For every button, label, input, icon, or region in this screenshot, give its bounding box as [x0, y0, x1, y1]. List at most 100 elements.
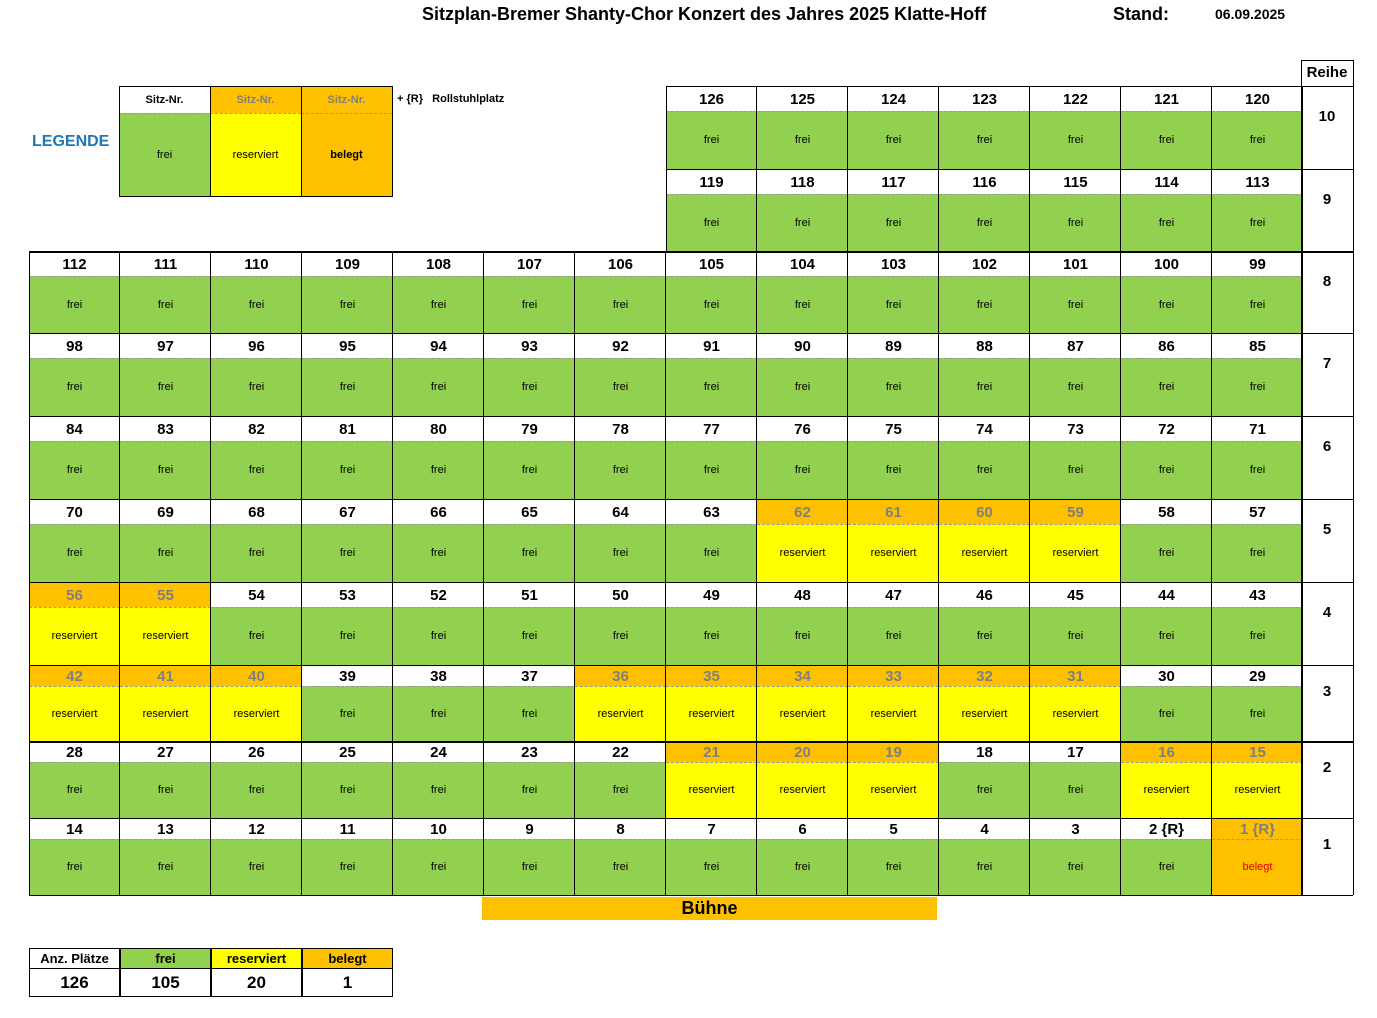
- seat-status[interactable]: frei: [393, 686, 484, 741]
- seat-status[interactable]: frei: [1121, 686, 1212, 741]
- seat-status[interactable]: reserviert: [575, 686, 666, 741]
- seat-status[interactable]: frei: [393, 524, 484, 582]
- seat-status[interactable]: frei: [1212, 441, 1303, 499]
- seat-status[interactable]: frei: [393, 441, 484, 499]
- seat-status[interactable]: frei: [393, 358, 484, 416]
- seat-status[interactable]: frei: [939, 607, 1030, 665]
- seat-status[interactable]: reserviert: [1030, 686, 1121, 741]
- seat-status[interactable]: frei: [848, 111, 939, 169]
- seat-status[interactable]: frei: [1030, 762, 1121, 818]
- seat-status[interactable]: reserviert: [666, 686, 757, 741]
- seat-status[interactable]: frei: [302, 839, 393, 895]
- seat-status[interactable]: frei: [575, 441, 666, 499]
- seat-status[interactable]: frei: [666, 607, 757, 665]
- seat-status[interactable]: frei: [848, 839, 939, 895]
- seat-status[interactable]: frei: [848, 607, 939, 665]
- seat-status[interactable]: frei: [29, 839, 120, 895]
- seat-status[interactable]: frei: [211, 762, 302, 818]
- seat-status[interactable]: frei: [939, 762, 1030, 818]
- seat-status[interactable]: frei: [393, 607, 484, 665]
- seat-status[interactable]: frei: [1121, 441, 1212, 499]
- seat-status[interactable]: frei: [1121, 194, 1212, 251]
- seat-status[interactable]: frei: [393, 762, 484, 818]
- seat-status[interactable]: frei: [120, 839, 211, 895]
- seat-status[interactable]: frei: [666, 111, 757, 169]
- seat-status[interactable]: frei: [29, 276, 120, 333]
- seat-status[interactable]: reserviert: [848, 686, 939, 741]
- seat-status[interactable]: frei: [666, 839, 757, 895]
- seat-status[interactable]: frei: [848, 276, 939, 333]
- seat-status[interactable]: frei: [1121, 276, 1212, 333]
- seat-status[interactable]: frei: [939, 839, 1030, 895]
- seat-status[interactable]: frei: [1212, 194, 1303, 251]
- seat-status[interactable]: frei: [120, 762, 211, 818]
- seat-status[interactable]: frei: [120, 524, 211, 582]
- seat-status[interactable]: frei: [1030, 276, 1121, 333]
- seat-status[interactable]: reserviert: [1212, 762, 1303, 818]
- seat-status[interactable]: frei: [1212, 276, 1303, 333]
- seat-status[interactable]: reserviert: [757, 762, 848, 818]
- seat-status[interactable]: reserviert: [1030, 524, 1121, 582]
- seat-status[interactable]: frei: [302, 441, 393, 499]
- seat-status[interactable]: frei: [666, 524, 757, 582]
- seat-status[interactable]: reserviert: [848, 762, 939, 818]
- seat-status[interactable]: frei: [1212, 358, 1303, 416]
- seat-status[interactable]: reserviert: [757, 686, 848, 741]
- seat-status[interactable]: frei: [484, 276, 575, 333]
- seat-status[interactable]: frei: [666, 276, 757, 333]
- seat-status[interactable]: frei: [1121, 358, 1212, 416]
- seat-status[interactable]: reserviert: [939, 524, 1030, 582]
- seat-status[interactable]: frei: [848, 194, 939, 251]
- seat-status[interactable]: reserviert: [666, 762, 757, 818]
- seat-status[interactable]: frei: [211, 524, 302, 582]
- seat-status[interactable]: frei: [848, 441, 939, 499]
- seat-status[interactable]: reserviert: [757, 524, 848, 582]
- seat-status[interactable]: reserviert: [211, 686, 302, 741]
- seat-status[interactable]: frei: [575, 607, 666, 665]
- seat-status[interactable]: frei: [1030, 839, 1121, 895]
- seat-status[interactable]: frei: [939, 441, 1030, 499]
- seat-status[interactable]: frei: [666, 194, 757, 251]
- seat-status[interactable]: frei: [29, 358, 120, 416]
- seat-status[interactable]: frei: [1121, 607, 1212, 665]
- seat-status[interactable]: frei: [29, 762, 120, 818]
- seat-status[interactable]: frei: [120, 358, 211, 416]
- seat-status[interactable]: frei: [484, 686, 575, 741]
- seat-status[interactable]: frei: [939, 111, 1030, 169]
- seat-status[interactable]: frei: [484, 607, 575, 665]
- seat-status[interactable]: reserviert: [29, 607, 120, 665]
- seat-status[interactable]: frei: [393, 276, 484, 333]
- seat-status[interactable]: frei: [1121, 111, 1212, 169]
- seat-status[interactable]: frei: [302, 358, 393, 416]
- seat-status[interactable]: frei: [1030, 607, 1121, 665]
- seat-status[interactable]: frei: [302, 276, 393, 333]
- seat-status[interactable]: reserviert: [29, 686, 120, 741]
- seat-status[interactable]: frei: [1030, 358, 1121, 416]
- seat-status[interactable]: frei: [120, 276, 211, 333]
- seat-status[interactable]: frei: [211, 839, 302, 895]
- seat-status[interactable]: frei: [1212, 111, 1303, 169]
- seat-status[interactable]: frei: [211, 358, 302, 416]
- seat-status[interactable]: frei: [939, 276, 1030, 333]
- seat-status[interactable]: frei: [757, 358, 848, 416]
- seat-status[interactable]: frei: [302, 524, 393, 582]
- seat-status[interactable]: frei: [939, 194, 1030, 251]
- seat-status[interactable]: frei: [211, 276, 302, 333]
- seat-status[interactable]: reserviert: [120, 607, 211, 665]
- seat-status[interactable]: reserviert: [848, 524, 939, 582]
- seat-status[interactable]: frei: [484, 839, 575, 895]
- seat-status[interactable]: reserviert: [120, 686, 211, 741]
- seat-status[interactable]: frei: [484, 358, 575, 416]
- seat-status[interactable]: frei: [757, 607, 848, 665]
- seat-status[interactable]: frei: [120, 441, 211, 499]
- seat-status[interactable]: frei: [575, 839, 666, 895]
- seat-status[interactable]: frei: [848, 358, 939, 416]
- seat-status[interactable]: frei: [211, 441, 302, 499]
- seat-status[interactable]: frei: [575, 762, 666, 818]
- seat-status[interactable]: frei: [575, 358, 666, 416]
- seat-status[interactable]: frei: [1030, 194, 1121, 251]
- seat-status[interactable]: frei: [757, 111, 848, 169]
- seat-status[interactable]: frei: [757, 839, 848, 895]
- seat-status[interactable]: frei: [666, 358, 757, 416]
- seat-status[interactable]: frei: [757, 194, 848, 251]
